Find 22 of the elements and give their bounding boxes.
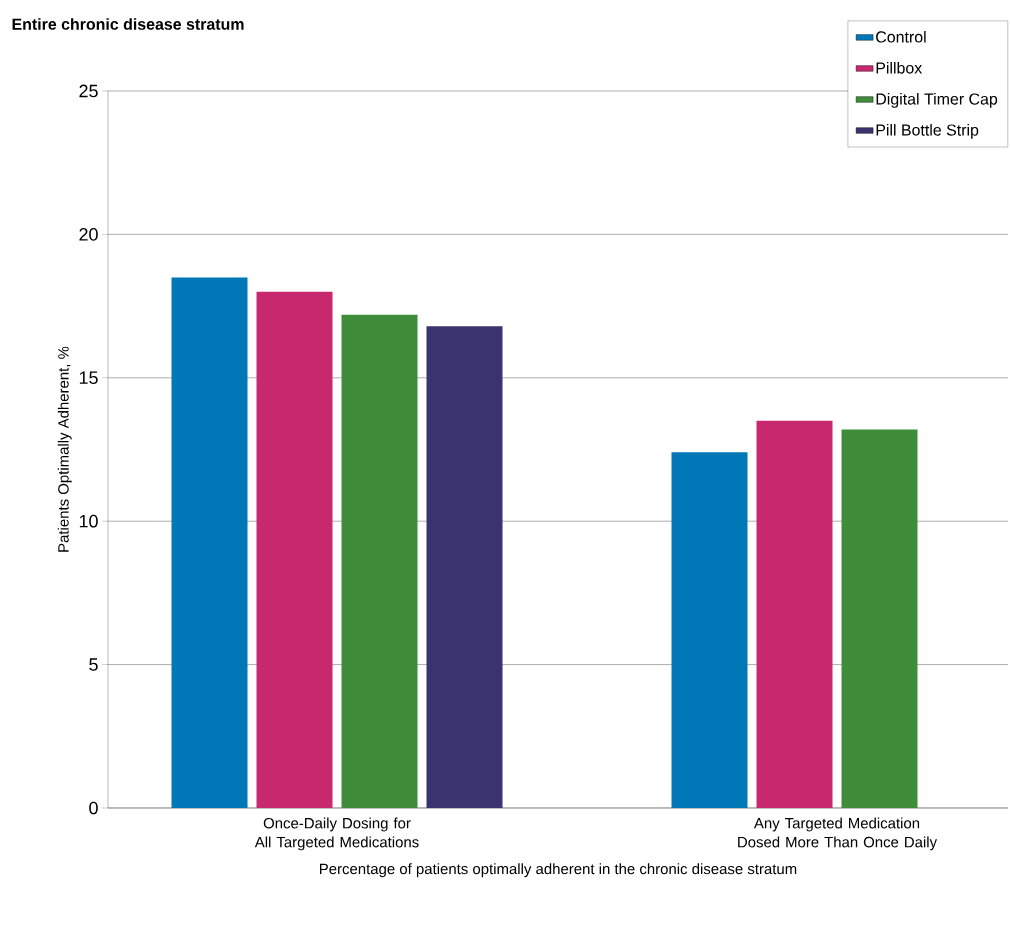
bar [841, 429, 918, 808]
bar [756, 420, 833, 808]
bar [171, 277, 248, 808]
x-axis-title: Percentage of patients optimally adherent in the chronic disease stratum [319, 863, 797, 878]
bar [671, 452, 748, 808]
y-tick-label: 20 [79, 228, 98, 241]
y-tick-label: 0 [89, 801, 98, 815]
legend-label: Pillbox [876, 61, 923, 74]
x-tick-label: Once-Daily Dosing for All Targeted Medications [254, 817, 419, 851]
legend-label: Digital Timer Cap [876, 92, 998, 108]
bar [256, 291, 333, 808]
y-tick-label: 15 [79, 371, 98, 385]
bar [426, 326, 503, 808]
x-tick-label: Any Targeted Medication Dosed More Than Once Daily [738, 817, 938, 851]
legend-label: Control [876, 30, 926, 43]
chart-title: Entire chronic disease stratum [12, 18, 244, 30]
bar [341, 314, 418, 808]
y-axis-title: Patients Optimally Adherent, % [57, 346, 72, 552]
y-tick-label: 25 [79, 84, 98, 98]
y-tick-label: 5 [89, 658, 98, 671]
legend-label: Pill Bottle Strip [876, 123, 979, 139]
y-tick-label: 10 [79, 514, 98, 528]
